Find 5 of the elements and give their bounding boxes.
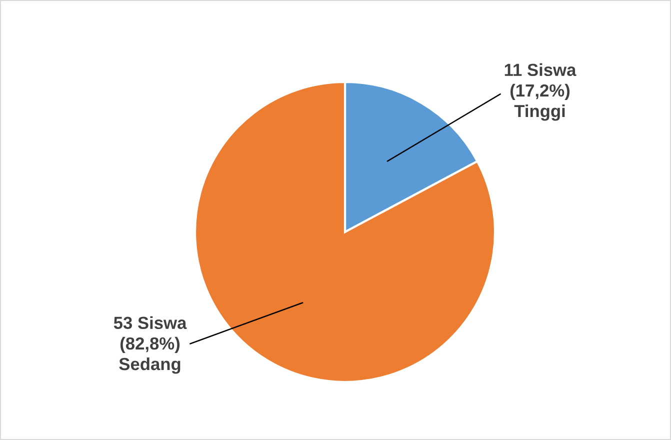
slice-label: Sedang (119, 357, 180, 374)
slice-label: Tinggi (514, 104, 565, 121)
data-label: 53 Siswa (82,8%) (114, 316, 187, 354)
data-label: 11 Siswa (17,2%) (504, 63, 576, 100)
pie-slice (194, 80, 496, 384)
